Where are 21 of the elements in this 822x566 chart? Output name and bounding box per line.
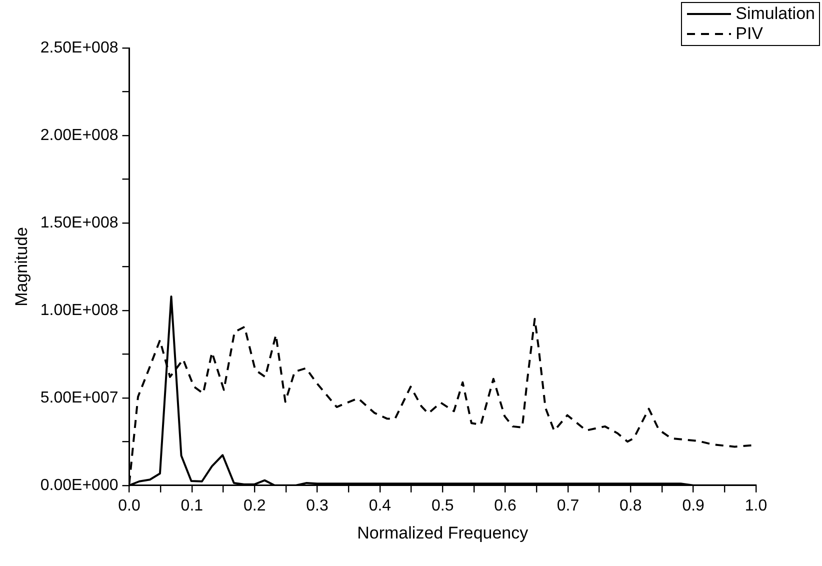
x-axis-title: Normalized Frequency xyxy=(357,523,529,542)
x-tick-label: 0.1 xyxy=(180,497,204,514)
x-tick-label: 1.0 xyxy=(744,497,768,514)
x-tick-label: 0.4 xyxy=(368,497,392,514)
y-tick-label: 2.50E+008 xyxy=(40,39,118,56)
y-tick-label: 0.00E+000 xyxy=(40,476,118,494)
legend-label: Simulation xyxy=(736,4,815,24)
y-tick-label: 5.00E+007 xyxy=(40,389,118,406)
legend-label: PIV xyxy=(736,24,764,44)
y-axis-title: Magnitude xyxy=(12,227,31,306)
x-tick-label: 0.7 xyxy=(556,497,580,514)
x-tick-label: 0.2 xyxy=(243,497,266,514)
x-tick-label: 0.9 xyxy=(682,497,705,514)
x-tick-label: 0.0 xyxy=(118,497,140,514)
x-tick-label: 0.6 xyxy=(494,497,517,514)
x-tick-label: 0.5 xyxy=(432,497,454,514)
y-tick-label: 1.50E+008 xyxy=(40,214,118,232)
x-tick-label: 0.3 xyxy=(306,497,328,514)
y-tick-label: 2.00E+008 xyxy=(40,126,118,144)
y-tick-label: 1.00E+008 xyxy=(40,302,118,319)
x-tick-label: 0.8 xyxy=(620,497,642,514)
